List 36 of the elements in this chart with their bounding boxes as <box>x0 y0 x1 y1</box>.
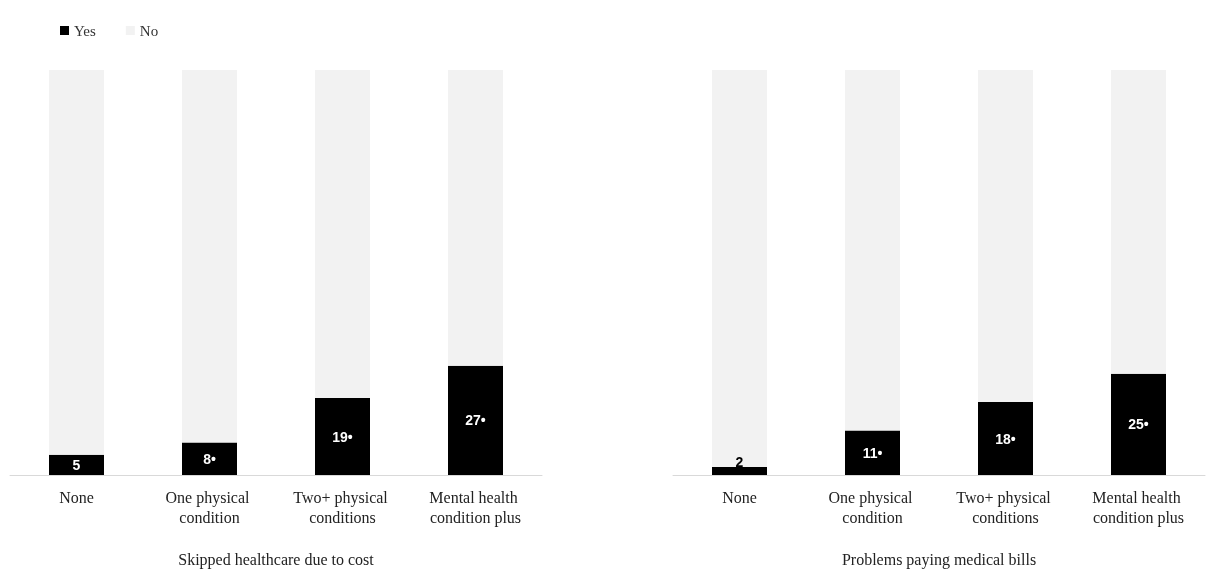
x-tick-label: Two+ physical conditions <box>956 488 1055 526</box>
x-tick-label: None <box>722 488 757 506</box>
bar <box>315 398 370 475</box>
data-label: 2 <box>735 453 744 470</box>
data-label: 19• <box>332 428 353 445</box>
data-label: 11• <box>862 444 883 461</box>
bar <box>448 365 503 475</box>
bar <box>978 70 1033 403</box>
x-tick-label: Two+ physical conditions <box>293 488 392 526</box>
x-tick-label: Mental health condition plus <box>429 488 522 527</box>
data-label: 5 <box>72 456 81 473</box>
bar <box>712 466 767 475</box>
bar <box>712 70 767 467</box>
x-tick-label: One physical condition <box>165 488 254 526</box>
bar <box>448 70 503 366</box>
bar <box>978 402 1033 475</box>
x-axis-title: Problems paying medical bills <box>841 550 1037 569</box>
x-tick-label: One physical condition <box>828 488 917 526</box>
bar <box>1111 70 1166 374</box>
x-axis-title: Skipped healthcare due to cost <box>178 550 375 569</box>
legend-label: Yes <box>74 22 96 39</box>
data-label: 27• <box>465 412 486 429</box>
bar <box>845 70 900 431</box>
x-tick-label: Mental health condition plus <box>1092 488 1185 527</box>
data-label: 25• <box>1128 416 1149 433</box>
bar <box>315 70 370 399</box>
bar <box>1111 373 1166 475</box>
x-tick-label: None <box>59 488 94 506</box>
bar <box>49 70 104 455</box>
legend-label: No <box>139 22 159 39</box>
bar <box>845 430 900 475</box>
data-label: 8• <box>203 450 216 467</box>
data-label: 18• <box>995 430 1016 447</box>
bar <box>49 454 104 475</box>
bar <box>182 70 237 443</box>
bar <box>182 442 237 475</box>
